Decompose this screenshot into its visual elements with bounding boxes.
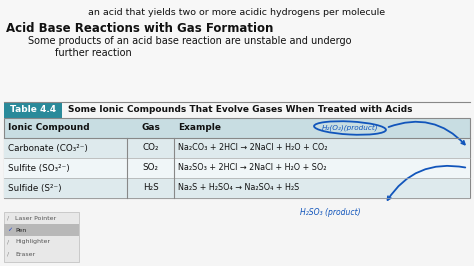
Text: Laser Pointer: Laser Pointer <box>15 215 56 221</box>
Bar <box>4 178 470 198</box>
Text: H₂(O₂)(product): H₂(O₂)(product) <box>322 124 378 131</box>
Text: /: / <box>7 239 9 244</box>
Text: Na₂CO₃ + 2HCl → 2NaCl + H₂O + CO₂: Na₂CO₃ + 2HCl → 2NaCl + H₂O + CO₂ <box>178 143 328 152</box>
Bar <box>4 118 470 198</box>
Text: CO₂: CO₂ <box>143 143 159 152</box>
Text: ✓: ✓ <box>7 227 12 232</box>
Text: SO₂: SO₂ <box>143 164 159 172</box>
Bar <box>0 0 474 110</box>
Text: H₂S: H₂S <box>143 184 159 193</box>
FancyArrowPatch shape <box>389 122 465 144</box>
Bar <box>4 224 79 236</box>
Text: Na₂SO₃ + 2HCl → 2NaCl + H₂O + SO₂: Na₂SO₃ + 2HCl → 2NaCl + H₂O + SO₂ <box>178 164 327 172</box>
Text: Some products of an acid base reaction are unstable and undergo: Some products of an acid base reaction a… <box>28 36 352 46</box>
Text: Highlighter: Highlighter <box>15 239 50 244</box>
Bar <box>4 212 79 262</box>
Text: /: / <box>7 215 9 221</box>
Text: Na₂S + H₂SO₄ → Na₂SO₄ + H₂S: Na₂S + H₂SO₄ → Na₂SO₄ + H₂S <box>178 184 300 193</box>
Bar <box>4 158 470 178</box>
Text: /: / <box>7 251 9 256</box>
FancyArrowPatch shape <box>388 166 465 200</box>
Text: Sulfide (S²⁻): Sulfide (S²⁻) <box>8 184 62 193</box>
Text: an acid that yields two or more acidic hydrogens per molecule: an acid that yields two or more acidic h… <box>89 8 385 17</box>
Bar <box>4 138 470 158</box>
Text: Carbonate (CO₃²⁻): Carbonate (CO₃²⁻) <box>8 143 88 152</box>
Text: Acid Base Reactions with Gas Formation: Acid Base Reactions with Gas Formation <box>6 22 273 35</box>
Text: Table 4.4: Table 4.4 <box>10 106 56 114</box>
Bar <box>4 118 470 138</box>
Text: H₂SO₃ (product): H₂SO₃ (product) <box>300 208 360 217</box>
Text: further reaction: further reaction <box>55 48 132 58</box>
Text: Eraser: Eraser <box>15 251 35 256</box>
Text: Some Ionic Compounds That Evolve Gases When Treated with Acids: Some Ionic Compounds That Evolve Gases W… <box>68 106 412 114</box>
Bar <box>4 102 62 118</box>
Text: Example: Example <box>178 123 221 132</box>
Text: Ionic Compound: Ionic Compound <box>8 123 90 132</box>
Text: Gas: Gas <box>141 123 160 132</box>
Text: Pen: Pen <box>15 227 26 232</box>
Text: Sulfite (SO₃²⁻): Sulfite (SO₃²⁻) <box>8 164 70 172</box>
